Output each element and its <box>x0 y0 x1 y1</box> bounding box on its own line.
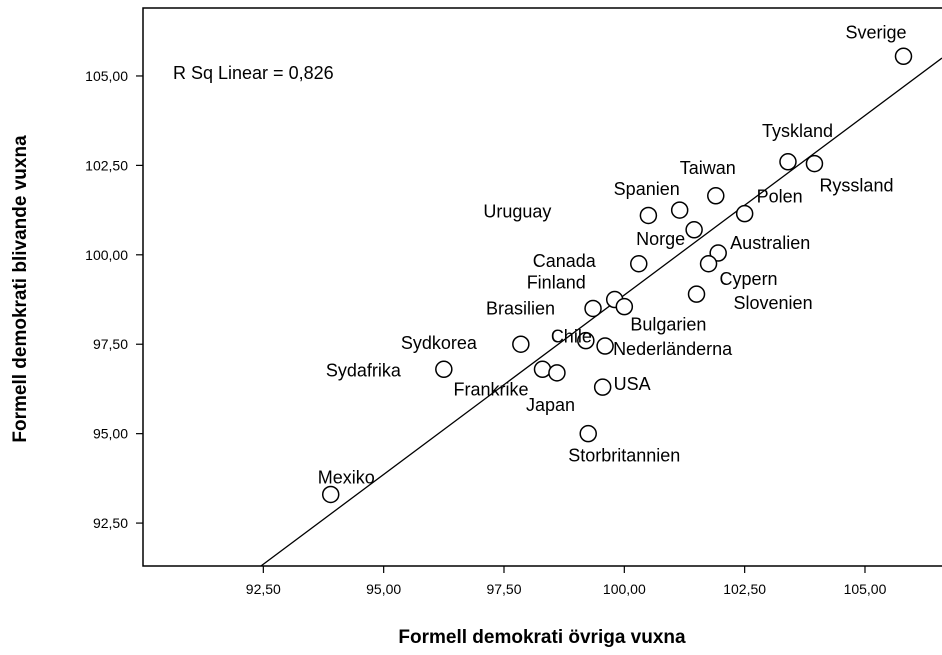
point-label: Sydafrika <box>326 360 402 380</box>
point-label: Finland <box>527 273 586 293</box>
point-label: Nederländerna <box>613 339 733 359</box>
point-marker <box>699 255 718 273</box>
data-point: Canada <box>533 251 648 273</box>
data-point: Sverige <box>845 22 913 66</box>
y-tick-label: 95,00 <box>93 426 128 442</box>
plot-border <box>142 7 942 567</box>
data-point: Nederländerna <box>596 337 733 359</box>
point-marker <box>687 285 706 303</box>
y-tick-label: 102,50 <box>85 157 128 173</box>
data-point: Mexiko <box>318 467 375 504</box>
point-marker <box>805 154 824 173</box>
data-point: Japan <box>526 364 575 415</box>
point-label: Mexiko <box>318 467 375 487</box>
r-squared-annotation: R Sq Linear = 0,826 <box>173 63 334 83</box>
data-point: Cypern <box>699 255 778 289</box>
point-marker <box>584 299 602 318</box>
point-marker <box>577 331 595 350</box>
point-label: Ryssland <box>819 176 893 196</box>
y-tick-label: 92,50 <box>93 515 128 531</box>
data-point: Brasilien <box>486 298 602 318</box>
data-point: Slovenien <box>687 285 813 313</box>
point-label: Canada <box>533 251 597 271</box>
point-marker <box>630 255 648 273</box>
x-axis: 92,50 95,00 97,50 100,00 102,50 105,00 <box>246 566 887 597</box>
x-tick-label: 105,00 <box>844 581 887 597</box>
data-point: Chile <box>551 327 595 350</box>
point-marker <box>596 337 614 355</box>
point-marker <box>779 153 797 171</box>
point-label: Sydkorea <box>401 333 478 353</box>
data-point: Sydkorea <box>401 333 530 353</box>
point-marker <box>894 47 913 66</box>
point-marker <box>548 364 566 382</box>
x-tick-label: 95,00 <box>366 581 401 597</box>
point-marker <box>512 335 530 353</box>
data-point: USA <box>593 374 651 396</box>
point-marker <box>321 485 340 504</box>
data-point: Taiwan <box>680 158 736 205</box>
point-marker <box>593 378 612 396</box>
point-label: Norge <box>636 229 685 249</box>
x-tick-label: 100,00 <box>603 581 646 597</box>
point-label: Taiwan <box>680 158 736 178</box>
data-point: Storbritannien <box>568 424 680 466</box>
regression-line <box>260 57 942 566</box>
point-label: Uruguay <box>483 201 551 221</box>
data-point: Polen <box>735 187 803 223</box>
point-marker <box>670 201 689 219</box>
regression-line-layer <box>260 57 942 566</box>
point-label: Slovenien <box>734 293 813 313</box>
data-point: Frankrike <box>454 360 552 399</box>
point-label: Storbritannien <box>568 446 680 466</box>
x-tick-label: 97,50 <box>486 581 521 597</box>
y-tick-label: 97,50 <box>93 336 128 352</box>
point-label: Spanien <box>614 179 680 199</box>
point-marker <box>533 360 552 379</box>
x-axis-title: Formell demokrati övriga vuxna <box>398 627 686 648</box>
plot-frame <box>142 7 942 567</box>
point-label: Chile <box>551 327 592 347</box>
point-label: Bulgarien <box>630 315 706 335</box>
point-label: Brasilien <box>486 298 555 318</box>
point-marker <box>615 297 634 316</box>
data-point: Uruguay <box>483 201 658 225</box>
x-tick-label: 92,50 <box>246 581 281 597</box>
points-layer: Sverige Tyskland Ryssland Taiwan Polen Spanie… <box>318 22 913 504</box>
point-marker <box>735 204 754 223</box>
y-axis-title: Formell demokrati blivande vuxna <box>10 135 31 443</box>
point-marker <box>707 187 725 205</box>
x-tick-label: 102,50 <box>723 581 766 597</box>
point-marker <box>579 424 597 443</box>
data-point: Spanien <box>614 179 689 219</box>
data-point: Norge <box>636 221 703 249</box>
y-axis: 92,50 95,00 97,50 100,00 102,50 105,00 <box>85 68 143 531</box>
y-tick-label: 100,00 <box>85 247 128 263</box>
point-label: Tyskland <box>762 121 833 141</box>
point-marker <box>639 206 658 225</box>
point-marker <box>435 360 453 379</box>
point-label: Japan <box>526 395 575 415</box>
point-label: Cypern <box>720 269 778 289</box>
point-label: USA <box>614 374 651 394</box>
point-label: Frankrike <box>454 379 529 399</box>
data-point: Sydafrika <box>326 360 453 380</box>
point-marker <box>685 221 703 239</box>
data-point: Australien <box>709 233 810 262</box>
point-marker <box>709 244 727 262</box>
point-label: Sverige <box>845 22 906 42</box>
data-point: Tyskland <box>762 121 833 171</box>
data-point: Ryssland <box>805 154 893 196</box>
point-label: Australien <box>730 233 810 253</box>
y-tick-label: 105,00 <box>85 68 128 84</box>
data-point: Bulgarien <box>615 297 706 335</box>
point-label: Polen <box>757 187 803 207</box>
